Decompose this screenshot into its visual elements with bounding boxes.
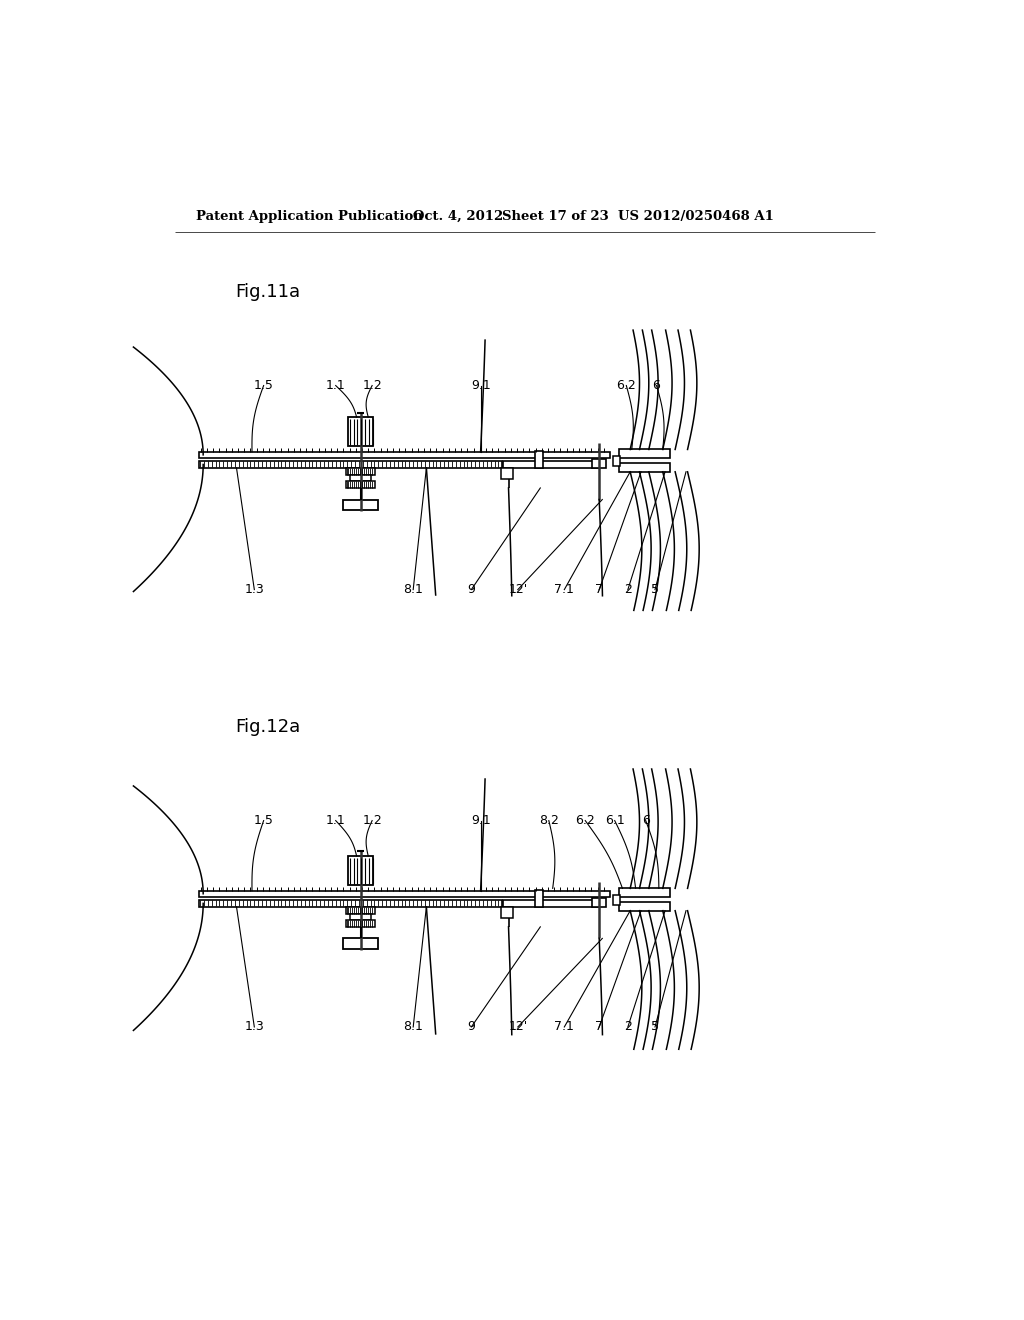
Bar	[200, 900, 503, 907]
Text: 2: 2	[624, 583, 632, 597]
Bar	[613, 455, 621, 466]
Text: Patent Application Publication: Patent Application Publication	[197, 210, 423, 223]
Bar	[348, 857, 373, 886]
Text: US 2012/0250468 A1: US 2012/0250468 A1	[617, 210, 774, 223]
Bar	[501, 469, 513, 479]
Text: 1.1: 1.1	[326, 379, 345, 392]
Bar	[349, 913, 372, 920]
Text: 6.2: 6.2	[575, 814, 595, 828]
Text: 8.1: 8.1	[403, 1020, 423, 1034]
Text: 12': 12'	[508, 1020, 527, 1034]
Text: Oct. 4, 2012: Oct. 4, 2012	[414, 210, 504, 223]
Text: 6.1: 6.1	[605, 814, 625, 828]
Text: 1.3: 1.3	[245, 583, 264, 597]
Bar	[346, 907, 375, 913]
Text: 6.2: 6.2	[616, 379, 636, 392]
Text: 9.1: 9.1	[471, 814, 490, 828]
Bar	[620, 888, 670, 896]
Text: 6: 6	[642, 814, 649, 828]
Text: 5: 5	[651, 1020, 659, 1034]
Bar	[592, 459, 606, 469]
Text: 8.2: 8.2	[539, 814, 559, 828]
Bar	[349, 475, 372, 480]
Bar	[200, 891, 610, 896]
Bar	[346, 480, 375, 488]
Text: 1.5: 1.5	[254, 379, 273, 392]
Bar	[535, 451, 543, 469]
Text: 8.1: 8.1	[403, 583, 423, 597]
Bar	[613, 895, 621, 904]
Bar	[592, 899, 606, 907]
Text: 1.5: 1.5	[254, 814, 273, 828]
Text: Fig.12a: Fig.12a	[234, 718, 300, 735]
Text: 1.1: 1.1	[326, 814, 345, 828]
Text: 7: 7	[595, 1020, 603, 1034]
Text: 1.2: 1.2	[362, 379, 382, 392]
Text: 2: 2	[624, 1020, 632, 1034]
Bar	[503, 900, 599, 907]
Bar	[620, 463, 670, 471]
Bar	[620, 449, 670, 458]
Bar	[200, 451, 610, 458]
Bar	[501, 907, 513, 919]
Text: Sheet 17 of 23: Sheet 17 of 23	[502, 210, 608, 223]
Bar	[535, 890, 543, 907]
Bar	[346, 920, 375, 927]
Text: 9: 9	[467, 583, 475, 597]
Bar	[348, 417, 373, 446]
Bar	[343, 499, 378, 511]
Text: 5: 5	[651, 583, 659, 597]
Text: 7: 7	[595, 583, 603, 597]
Text: 7.1: 7.1	[554, 1020, 574, 1034]
Bar	[503, 461, 599, 469]
Text: 1.2: 1.2	[362, 814, 382, 828]
Bar	[343, 939, 378, 949]
Bar	[620, 903, 670, 911]
Text: 12': 12'	[508, 583, 527, 597]
Bar	[200, 461, 503, 469]
Text: 9: 9	[467, 1020, 475, 1034]
Text: 6: 6	[652, 379, 660, 392]
Bar	[346, 469, 375, 475]
Text: 9.1: 9.1	[471, 379, 490, 392]
Text: Fig.11a: Fig.11a	[234, 282, 300, 301]
Text: 1.3: 1.3	[245, 1020, 264, 1034]
Text: 7.1: 7.1	[554, 583, 574, 597]
